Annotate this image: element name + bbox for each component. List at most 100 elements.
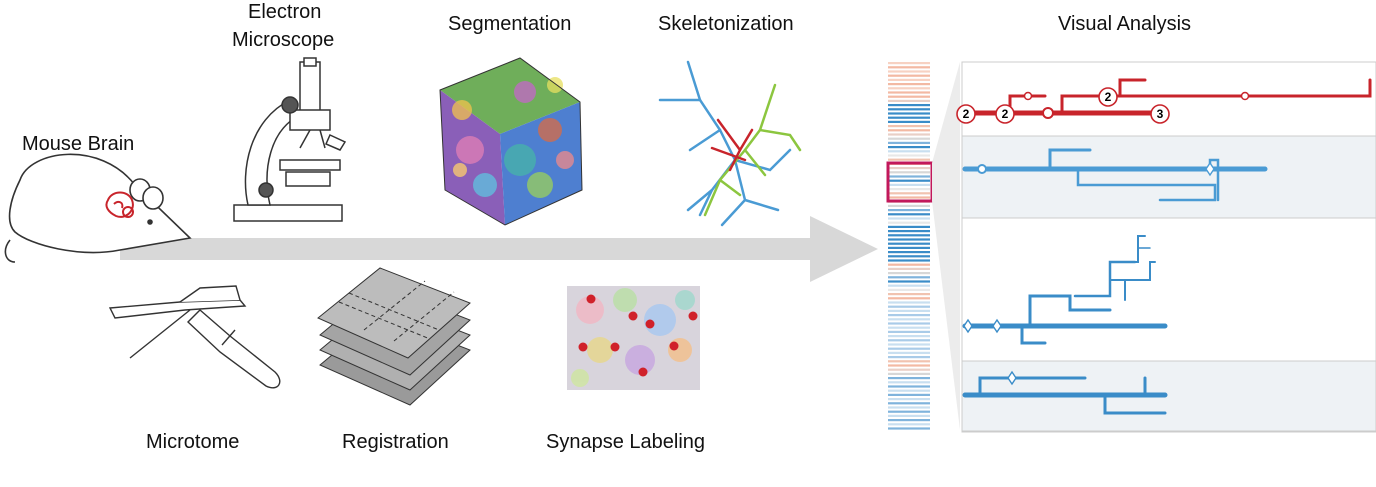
strip-line	[888, 192, 930, 195]
strip-line	[888, 62, 930, 65]
strip-line	[888, 423, 930, 426]
strip-line	[888, 78, 930, 81]
synapse-dot	[645, 319, 655, 329]
strip-line	[888, 326, 930, 329]
strip-line	[888, 87, 930, 90]
strip-line	[888, 318, 930, 321]
strip-line	[888, 263, 930, 266]
strip-line	[888, 309, 930, 312]
strip-line	[888, 377, 930, 380]
blue-neuron-tree-1	[962, 148, 1268, 202]
strip-line	[888, 179, 930, 182]
synapse-dot	[638, 367, 648, 377]
strip-line	[888, 314, 930, 317]
zoom-connector	[932, 62, 960, 430]
strip-line	[888, 150, 930, 153]
strip-line	[888, 108, 930, 111]
strip-line	[888, 171, 930, 174]
strip-line	[888, 381, 930, 384]
strip-line	[888, 343, 930, 346]
label-synapse-labeling: Synapse Labeling	[546, 431, 706, 453]
strip-line	[888, 129, 930, 132]
strip-line	[888, 141, 930, 144]
strip-line	[888, 410, 930, 413]
overview-strip	[888, 62, 930, 430]
synapse-dot	[586, 294, 596, 304]
strip-line	[888, 217, 930, 220]
strip-line	[888, 246, 930, 249]
blue-neuron-tree-3	[962, 370, 1168, 415]
strip-line	[888, 356, 930, 359]
strip-line	[888, 230, 930, 233]
strip-line	[888, 280, 930, 283]
strip-line	[888, 406, 930, 409]
label-mouse-brain: Mouse Brain	[22, 133, 135, 155]
strip-line	[888, 393, 930, 396]
strip-line	[888, 414, 930, 417]
strip-line	[888, 293, 930, 296]
synapse-dot	[669, 341, 679, 351]
strip-line	[888, 74, 930, 77]
strip-line	[888, 146, 930, 149]
strip-line	[888, 183, 930, 186]
strip-line	[888, 284, 930, 287]
process-arrow	[120, 216, 878, 282]
synapse-dot	[610, 342, 620, 352]
label-visual-analysis: Visual Analysis	[1058, 13, 1192, 35]
strip-line	[888, 398, 930, 401]
microtome-illustration	[108, 285, 281, 389]
synapse-dot	[578, 342, 588, 352]
segmentation-cube	[439, 57, 583, 226]
visual-analysis-panels	[961, 61, 1376, 433]
strip-line	[888, 112, 930, 115]
strip-line	[888, 125, 930, 128]
strip-line	[888, 95, 930, 98]
strip-line	[888, 66, 930, 69]
synapse-dot	[628, 311, 638, 321]
strip-line	[888, 427, 930, 430]
strip-line	[888, 347, 930, 350]
strip-line	[888, 91, 930, 94]
strip-line	[888, 154, 930, 157]
strip-line	[888, 120, 930, 123]
microscope-illustration	[233, 57, 347, 222]
branch-marker-label: 2	[963, 107, 970, 121]
strip-line	[888, 339, 930, 342]
branch-marker-label: 3	[1157, 107, 1164, 121]
mouse-illustration	[4, 153, 192, 263]
label-registration: Registration	[342, 431, 449, 453]
strip-line	[888, 389, 930, 392]
strip-line	[888, 209, 930, 212]
strip-line	[888, 251, 930, 254]
strip-line	[888, 364, 930, 367]
strip-line	[888, 196, 930, 199]
strip-line	[888, 158, 930, 161]
blue-neuron-tree-2	[962, 235, 1168, 345]
strip-line	[888, 330, 930, 333]
strip-line	[888, 234, 930, 237]
branch-count-markers: 2 2 2 3	[956, 87, 1170, 124]
label-electron-microscope-line2: Microscope	[232, 29, 335, 51]
strip-line	[888, 99, 930, 102]
strip-line	[888, 335, 930, 338]
label-segmentation: Segmentation	[448, 13, 572, 35]
skeletonization-graph	[658, 60, 802, 227]
strip-line	[888, 402, 930, 405]
branch-marker-label: 2	[1105, 90, 1112, 104]
strip-line	[888, 272, 930, 275]
registration-stack	[317, 267, 471, 406]
strip-line	[888, 276, 930, 279]
strip-line	[888, 360, 930, 363]
synapse-dot	[688, 311, 698, 321]
strip-line	[888, 221, 930, 224]
strip-line	[888, 133, 930, 136]
strip-line	[888, 255, 930, 258]
strip-line	[888, 368, 930, 371]
label-electron-microscope-line1: Electron	[248, 1, 322, 23]
strip-line	[888, 137, 930, 140]
strip-line	[888, 385, 930, 388]
strip-line	[888, 70, 930, 73]
strip-line	[888, 301, 930, 304]
branch-marker-label: 2	[1002, 107, 1009, 121]
